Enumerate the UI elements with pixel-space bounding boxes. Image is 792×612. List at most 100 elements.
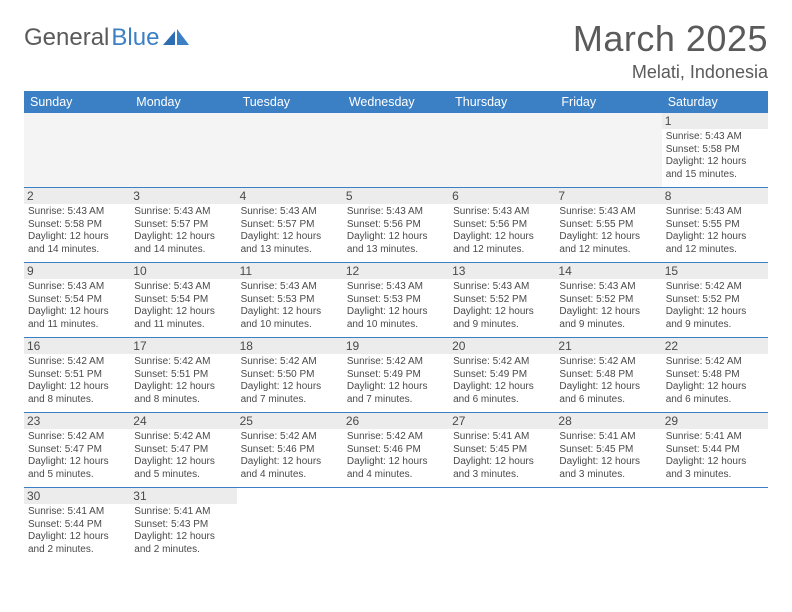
- sunset-text: Sunset: 5:52 PM: [666, 294, 764, 307]
- day-info: Sunrise: 5:42 AMSunset: 5:46 PMDaylight:…: [347, 431, 445, 481]
- calendar-cell: 11Sunrise: 5:43 AMSunset: 5:53 PMDayligh…: [237, 263, 343, 338]
- day-number: 28: [555, 413, 661, 429]
- day-info: Sunrise: 5:42 AMSunset: 5:52 PMDaylight:…: [666, 281, 764, 331]
- calendar-cell: [24, 113, 130, 188]
- daylight2-text: and 6 minutes.: [453, 394, 551, 407]
- daylight2-text: and 12 minutes.: [453, 244, 551, 257]
- sunrise-text: Sunrise: 5:43 AM: [347, 206, 445, 219]
- sunset-text: Sunset: 5:57 PM: [241, 219, 339, 232]
- calendar-cell: 20Sunrise: 5:42 AMSunset: 5:49 PMDayligh…: [449, 338, 555, 413]
- sunrise-text: Sunrise: 5:41 AM: [134, 506, 232, 519]
- daylight1-text: Daylight: 12 hours: [453, 381, 551, 394]
- sunset-text: Sunset: 5:45 PM: [453, 444, 551, 457]
- daylight2-text: and 6 minutes.: [666, 394, 764, 407]
- sunrise-text: Sunrise: 5:43 AM: [453, 281, 551, 294]
- daylight2-text: and 12 minutes.: [666, 244, 764, 257]
- day-number: 2: [24, 188, 130, 204]
- daylight2-text: and 9 minutes.: [559, 319, 657, 332]
- calendar-cell: 22Sunrise: 5:42 AMSunset: 5:48 PMDayligh…: [662, 338, 768, 413]
- day-number: 31: [130, 488, 236, 504]
- day-info: Sunrise: 5:42 AMSunset: 5:46 PMDaylight:…: [241, 431, 339, 481]
- day-header: Saturday: [662, 91, 768, 113]
- calendar-cell: 17Sunrise: 5:42 AMSunset: 5:51 PMDayligh…: [130, 338, 236, 413]
- daylight1-text: Daylight: 12 hours: [666, 456, 764, 469]
- daylight2-text: and 14 minutes.: [134, 244, 232, 257]
- sunset-text: Sunset: 5:45 PM: [559, 444, 657, 457]
- sunrise-text: Sunrise: 5:42 AM: [28, 431, 126, 444]
- daylight2-text: and 8 minutes.: [28, 394, 126, 407]
- sunrise-text: Sunrise: 5:43 AM: [666, 206, 764, 219]
- day-number: 17: [130, 338, 236, 354]
- sunset-text: Sunset: 5:46 PM: [241, 444, 339, 457]
- day-number: 18: [237, 338, 343, 354]
- calendar-cell: 2 Sunrise: 5:43 AMSunset: 5:58 PMDaylight…: [24, 188, 130, 263]
- sunrise-text: Sunrise: 5:42 AM: [28, 356, 126, 369]
- day-info: Sunrise: 5:43 AMSunset: 5:58 PMDaylight:…: [666, 131, 764, 181]
- daylight1-text: Daylight: 12 hours: [559, 381, 657, 394]
- daylight1-text: Daylight: 12 hours: [453, 231, 551, 244]
- sail-icon: [163, 29, 189, 47]
- calendar-cell: [555, 488, 661, 563]
- sunset-text: Sunset: 5:51 PM: [134, 369, 232, 382]
- daylight2-text: and 9 minutes.: [453, 319, 551, 332]
- calendar-cell: [449, 113, 555, 188]
- day-info: Sunrise: 5:41 AMSunset: 5:44 PMDaylight:…: [28, 506, 126, 556]
- daylight2-text: and 14 minutes.: [28, 244, 126, 257]
- daylight2-text: and 9 minutes.: [666, 319, 764, 332]
- calendar-row: 1Sunrise: 5:43 AMSunset: 5:58 PMDaylight…: [24, 113, 768, 188]
- daylight1-text: Daylight: 12 hours: [559, 306, 657, 319]
- calendar-cell: 25Sunrise: 5:42 AMSunset: 5:46 PMDayligh…: [237, 413, 343, 488]
- day-info: Sunrise: 5:43 AMSunset: 5:52 PMDaylight:…: [559, 281, 657, 331]
- daylight1-text: Daylight: 12 hours: [666, 306, 764, 319]
- daylight2-text: and 7 minutes.: [347, 394, 445, 407]
- sunrise-text: Sunrise: 5:43 AM: [241, 206, 339, 219]
- calendar-cell: 8Sunrise: 5:43 AMSunset: 5:55 PMDaylight…: [662, 188, 768, 263]
- calendar-cell: 21Sunrise: 5:42 AMSunset: 5:48 PMDayligh…: [555, 338, 661, 413]
- day-header: Sunday: [24, 91, 130, 113]
- sunrise-text: Sunrise: 5:43 AM: [559, 281, 657, 294]
- day-number: 14: [555, 263, 661, 279]
- daylight2-text: and 3 minutes.: [559, 469, 657, 482]
- day-info: Sunrise: 5:41 AMSunset: 5:45 PMDaylight:…: [453, 431, 551, 481]
- calendar-cell: 26Sunrise: 5:42 AMSunset: 5:46 PMDayligh…: [343, 413, 449, 488]
- daylight1-text: Daylight: 12 hours: [28, 531, 126, 544]
- sunrise-text: Sunrise: 5:43 AM: [666, 131, 764, 144]
- calendar-cell: 7Sunrise: 5:43 AMSunset: 5:55 PMDaylight…: [555, 188, 661, 263]
- day-info: Sunrise: 5:43 AMSunset: 5:58 PMDaylight:…: [28, 206, 126, 256]
- calendar-cell: 31 Sunrise: 5:41 AMSunset: 5:43 PMDayligh…: [130, 488, 236, 563]
- day-info: Sunrise: 5:43 AMSunset: 5:55 PMDaylight:…: [559, 206, 657, 256]
- calendar-cell: 23Sunrise: 5:42 AMSunset: 5:47 PMDayligh…: [24, 413, 130, 488]
- sunset-text: Sunset: 5:48 PM: [666, 369, 764, 382]
- sunset-text: Sunset: 5:51 PM: [28, 369, 126, 382]
- sunrise-text: Sunrise: 5:43 AM: [241, 281, 339, 294]
- daylight2-text: and 11 minutes.: [134, 319, 232, 332]
- calendar-cell: 15 Sunrise: 5:42 AMSunset: 5:52 PMDayligh…: [662, 263, 768, 338]
- calendar-cell: [237, 113, 343, 188]
- calendar-cell: 28Sunrise: 5:41 AMSunset: 5:45 PMDayligh…: [555, 413, 661, 488]
- sunset-text: Sunset: 5:56 PM: [347, 219, 445, 232]
- sunset-text: Sunset: 5:43 PM: [134, 519, 232, 532]
- daylight1-text: Daylight: 12 hours: [134, 531, 232, 544]
- daylight1-text: Daylight: 12 hours: [241, 381, 339, 394]
- sunrise-text: Sunrise: 5:41 AM: [453, 431, 551, 444]
- daylight2-text: and 7 minutes.: [241, 394, 339, 407]
- calendar-cell: 18 Sunrise: 5:42 AMSunset: 5:50 PMDayligh…: [237, 338, 343, 413]
- sunrise-text: Sunrise: 5:42 AM: [134, 431, 232, 444]
- day-number: 5: [343, 188, 449, 204]
- calendar-cell: 29Sunrise: 5:41 AMSunset: 5:44 PMDayligh…: [662, 413, 768, 488]
- daylight2-text: and 2 minutes.: [134, 544, 232, 557]
- day-number: 12: [343, 263, 449, 279]
- day-number: 29: [662, 413, 768, 429]
- daylight2-text: and 4 minutes.: [241, 469, 339, 482]
- sunset-text: Sunset: 5:52 PM: [453, 294, 551, 307]
- day-number: 16: [24, 338, 130, 354]
- daylight2-text: and 5 minutes.: [28, 469, 126, 482]
- sunrise-text: Sunrise: 5:43 AM: [134, 206, 232, 219]
- day-number: 15: [662, 263, 768, 279]
- daylight2-text: and 12 minutes.: [559, 244, 657, 257]
- calendar-cell: 16Sunrise: 5:42 AMSunset: 5:51 PMDayligh…: [24, 338, 130, 413]
- daylight1-text: Daylight: 12 hours: [453, 306, 551, 319]
- day-info: Sunrise: 5:43 AMSunset: 5:56 PMDaylight:…: [347, 206, 445, 256]
- day-info: Sunrise: 5:42 AMSunset: 5:50 PMDaylight:…: [241, 356, 339, 406]
- day-number: 30: [24, 488, 130, 504]
